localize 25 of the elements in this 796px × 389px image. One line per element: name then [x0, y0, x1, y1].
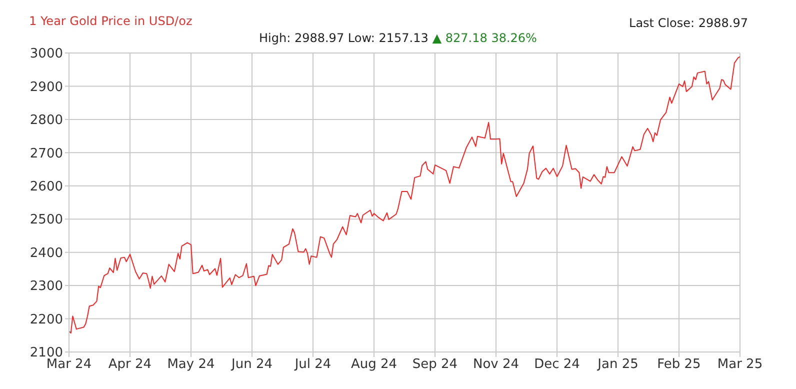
y-tick-label: 2900: [30, 80, 63, 95]
y-tick-label: 2500: [30, 212, 63, 228]
y-tick-label: 2300: [30, 279, 63, 294]
x-tick-label: Mar 24: [46, 357, 92, 372]
x-tick-label: Apr 24: [108, 357, 152, 372]
y-tick-label: 2600: [30, 180, 63, 195]
chart-subtitle: High: 2988.97 Low: 2157.13: [259, 31, 428, 45]
x-tick-label: Jan 25: [596, 357, 638, 372]
y-tick-label: 2200: [30, 312, 63, 328]
text: ▲ 827.18 38.26%: [432, 31, 537, 45]
chart-title: 1 Year Gold Price in USD/oz: [29, 14, 192, 28]
x-tick-label: Dec 24: [534, 357, 580, 372]
y-tick-label: 2700: [30, 146, 63, 162]
y-tick-label: 3000: [30, 46, 63, 62]
y-tick-label: 2400: [30, 246, 63, 261]
x-tick-label: May 24: [167, 357, 215, 372]
x-tick-label: Nov 24: [472, 357, 520, 372]
x-tick-label: Mar 25: [717, 357, 763, 372]
x-tick-label: Sep 24: [412, 357, 458, 372]
y-tick-label: 2800: [30, 113, 63, 128]
x-tick-label: Jul 24: [294, 357, 332, 372]
text: Last Close: 2988.97: [629, 16, 748, 30]
x-tick-label: Jun 24: [230, 357, 272, 372]
x-tick-label: Aug 24: [350, 357, 398, 372]
x-tick-label: Feb 25: [657, 357, 701, 372]
